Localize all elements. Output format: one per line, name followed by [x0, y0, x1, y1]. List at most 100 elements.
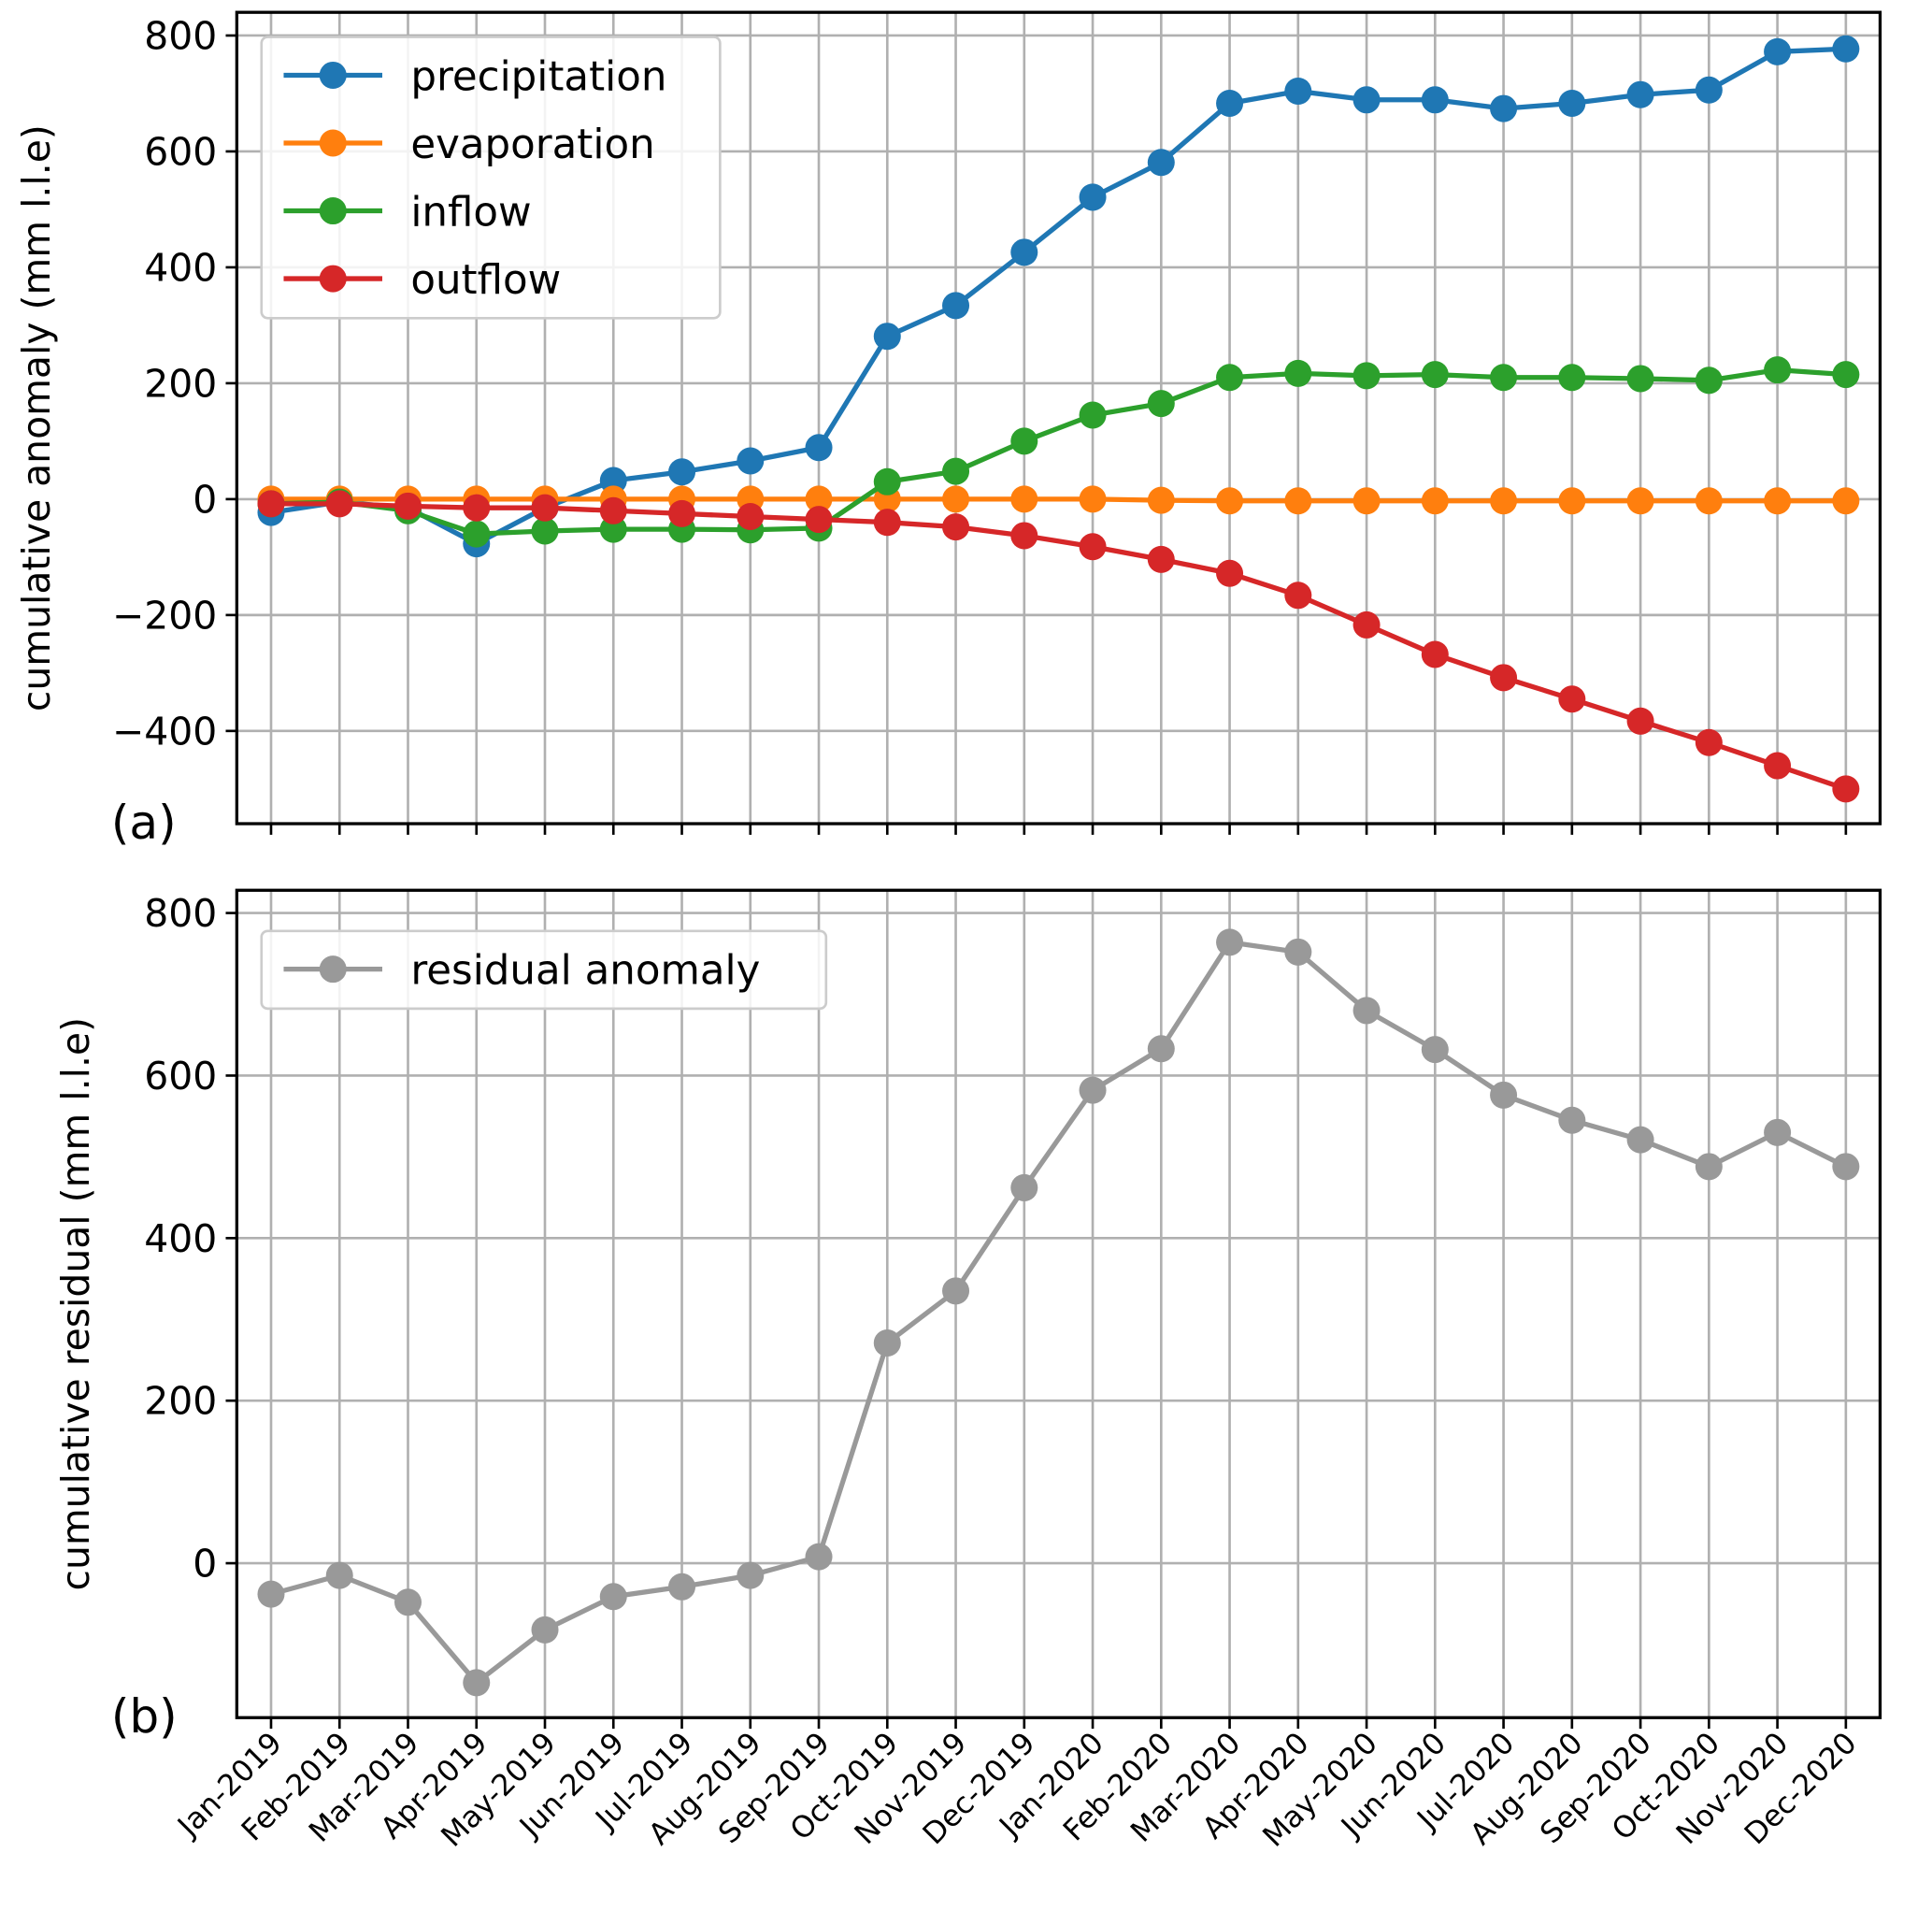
y-tick-label: 800	[144, 891, 217, 936]
marker	[463, 1669, 491, 1697]
marker	[1284, 77, 1312, 106]
marker	[1490, 1081, 1518, 1109]
legend-box	[260, 36, 722, 320]
y-tick-label: 400	[144, 1216, 217, 1261]
marker	[1421, 86, 1449, 114]
marker	[1764, 1118, 1792, 1146]
y-tick-label: 600	[144, 1054, 217, 1099]
marker	[599, 1583, 627, 1611]
marker	[1010, 485, 1038, 513]
marker	[531, 517, 559, 545]
legend-marker	[319, 197, 347, 225]
marker	[1558, 1106, 1586, 1134]
marker	[1079, 1076, 1107, 1104]
marker	[1764, 752, 1792, 780]
marker	[1079, 183, 1107, 211]
marker	[1832, 775, 1860, 803]
marker	[942, 485, 970, 513]
marker	[1147, 486, 1175, 514]
marker	[1352, 610, 1381, 639]
marker	[1558, 364, 1586, 392]
marker	[1490, 364, 1518, 392]
legend-label: inflow	[410, 189, 531, 236]
marker	[257, 1580, 285, 1608]
marker	[463, 520, 491, 548]
y-tick-label: −400	[112, 709, 217, 754]
marker	[1216, 364, 1244, 392]
marker	[1626, 1126, 1654, 1154]
marker	[325, 490, 353, 518]
legend-label: evaporation	[410, 122, 654, 168]
marker	[942, 1277, 970, 1305]
y-tick-label: 0	[193, 1542, 217, 1587]
marker	[1832, 361, 1860, 389]
marker	[805, 434, 833, 462]
marker	[1010, 522, 1038, 550]
marker	[668, 1573, 696, 1601]
marker	[1216, 559, 1244, 587]
marker	[1147, 1035, 1175, 1063]
marker	[1832, 1153, 1860, 1181]
y-tick-label: 800	[144, 13, 217, 58]
marker	[1695, 487, 1723, 515]
y-tick-label: −200	[112, 593, 217, 638]
marker	[805, 485, 833, 513]
marker	[873, 323, 901, 351]
marker	[873, 467, 901, 495]
marker	[1626, 707, 1654, 735]
marker	[1010, 1173, 1038, 1201]
marker	[1284, 582, 1312, 610]
marker	[1490, 664, 1518, 692]
marker	[1764, 487, 1792, 515]
marker	[1490, 487, 1518, 515]
marker	[599, 515, 627, 543]
annotation: (b)	[111, 1688, 178, 1744]
legend-box	[260, 929, 828, 1011]
marker	[1352, 997, 1381, 1025]
marker	[1558, 487, 1586, 515]
marker	[1764, 356, 1792, 384]
marker	[942, 457, 970, 485]
marker	[1626, 80, 1654, 108]
marker	[1216, 928, 1244, 956]
legend-label: precipitation	[410, 53, 666, 100]
marker	[1352, 362, 1381, 390]
marker	[1626, 365, 1654, 393]
marker	[737, 502, 765, 531]
marker	[1010, 238, 1038, 266]
y-tick-label: 600	[144, 129, 217, 174]
marker	[1421, 640, 1449, 668]
line	[270, 501, 1847, 792]
marker	[1352, 487, 1381, 515]
marker	[394, 492, 422, 520]
line	[270, 940, 1848, 1687]
marker	[1421, 1036, 1449, 1064]
marker	[1695, 1153, 1723, 1181]
marker	[257, 490, 285, 518]
marker	[1147, 390, 1175, 418]
marker	[1558, 685, 1586, 713]
annotation: (a)	[111, 795, 177, 850]
marker	[1216, 90, 1244, 118]
marker	[531, 1616, 559, 1644]
marker	[463, 494, 491, 522]
marker	[1079, 401, 1107, 429]
marker	[1147, 545, 1175, 573]
marker	[1284, 487, 1312, 515]
marker	[942, 292, 970, 320]
axes-frame	[235, 10, 1882, 826]
marker	[1490, 94, 1518, 122]
legend-marker	[319, 61, 347, 89]
marker	[1695, 366, 1723, 395]
marker	[1284, 359, 1312, 387]
marker	[737, 1561, 765, 1589]
marker	[1284, 938, 1312, 966]
y-tick-label: 400	[144, 245, 217, 290]
marker	[1764, 37, 1792, 65]
marker	[805, 1543, 833, 1571]
marker	[1832, 35, 1860, 63]
y-axis-label: cumulative residual (mm l.l.e)	[53, 1017, 98, 1591]
marker	[325, 1561, 353, 1589]
marker	[873, 1328, 901, 1357]
